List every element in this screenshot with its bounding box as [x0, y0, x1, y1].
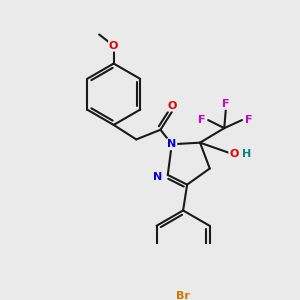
Text: F: F	[245, 115, 252, 125]
Text: O: O	[167, 100, 176, 110]
Text: N: N	[153, 172, 163, 182]
Text: O: O	[229, 149, 239, 159]
Text: F: F	[198, 115, 206, 125]
Text: H: H	[242, 149, 251, 159]
Text: O: O	[109, 41, 118, 51]
Text: N: N	[167, 139, 176, 149]
Text: F: F	[222, 99, 230, 109]
Text: Br: Br	[176, 291, 190, 300]
